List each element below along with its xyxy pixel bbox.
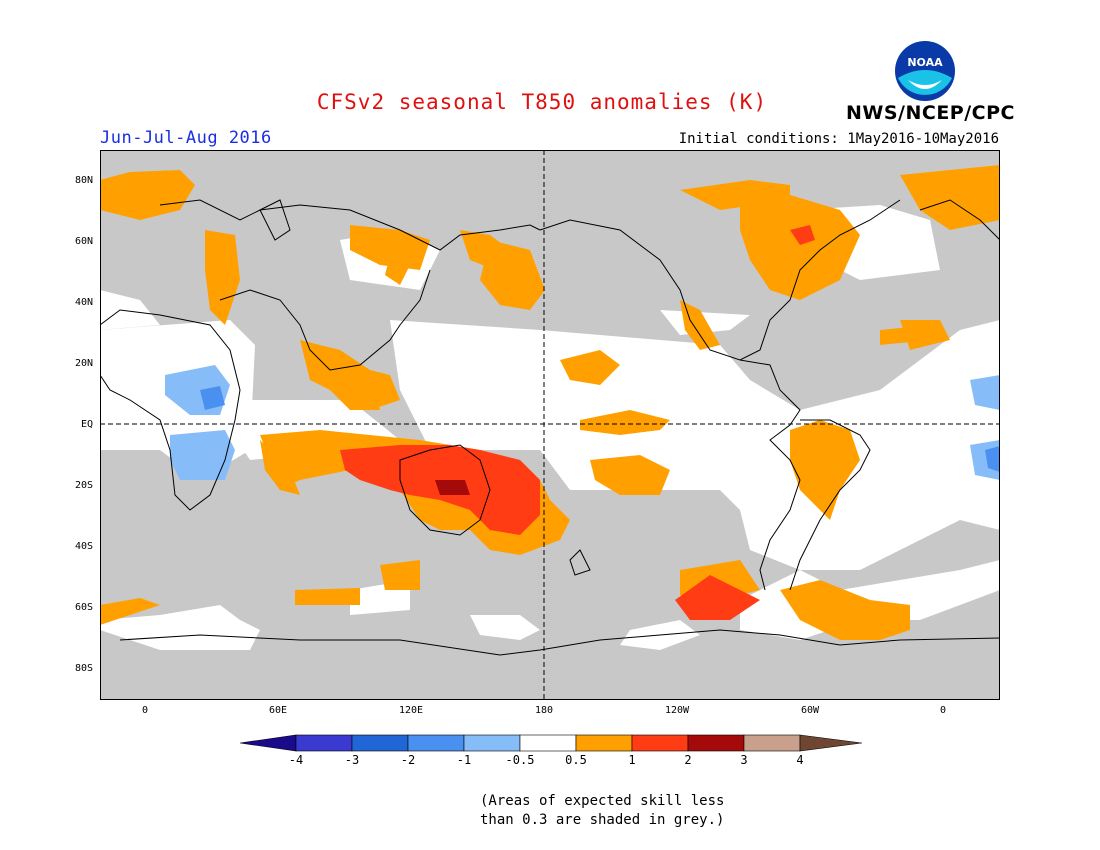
- lon-label: 0: [939, 705, 947, 716]
- lat-label: 20S: [74, 480, 93, 491]
- colorbar-label: 0.5: [565, 753, 587, 767]
- skill-note: (Areas of expected skill less than 0.3 a…: [480, 792, 724, 830]
- colorbar-cell: [407, 734, 465, 752]
- lon-label: 120E: [398, 705, 424, 716]
- colorbar-cell: [687, 734, 745, 752]
- negative-anomaly-strong: [200, 386, 1000, 472]
- lat-label: 80S: [74, 663, 93, 674]
- colorbar-cell: [240, 734, 297, 752]
- colorbar-label: -2: [400, 753, 416, 767]
- colorbar-label: -3: [344, 753, 360, 767]
- colorbar-label: -1: [456, 753, 472, 767]
- logo-text: NOAA: [907, 56, 943, 69]
- season-label: Jun-Jul-Aug 2016: [100, 128, 272, 148]
- lon-label: 180: [534, 705, 554, 716]
- coastlines: [100, 199, 1000, 656]
- lon-label: 60E: [268, 705, 288, 716]
- colorbar-cell: [351, 734, 409, 752]
- chart-title: CFSv2 seasonal T850 anomalies (K): [316, 90, 768, 114]
- colorbar-label: -4: [288, 753, 304, 767]
- colorbar-cell: [631, 734, 689, 752]
- colorbar-cell: [575, 734, 633, 752]
- lon-label: 120W: [664, 705, 690, 716]
- colorbar-label: 4: [796, 753, 804, 767]
- agency-label: NWS/NCEP/CPC: [846, 102, 1015, 124]
- colorbar-label: -0.5: [505, 753, 535, 767]
- positive-anomaly-2-3: [435, 480, 470, 495]
- colorbar-label: 2: [684, 753, 692, 767]
- anomaly-map: [100, 150, 1000, 700]
- lon-label: 0: [141, 705, 149, 716]
- map-frame: [100, 150, 1000, 700]
- lat-label: 20N: [74, 358, 93, 369]
- colorbar-cell: [295, 734, 353, 752]
- initial-conditions-label: Initial conditions: 1May2016-10May2016: [678, 131, 999, 147]
- colorbar-cell: [743, 734, 801, 752]
- lon-label: 60W: [800, 705, 820, 716]
- colorbar: [240, 734, 862, 752]
- colorbar-cell: [519, 734, 577, 752]
- negative-anomaly: [165, 365, 1000, 480]
- colorbar-cell: [799, 734, 862, 752]
- noaa-logo: NOAA: [895, 41, 955, 101]
- colorbar-label: 3: [740, 753, 748, 767]
- skill-note-line: than 0.3 are shaded in grey.): [480, 812, 725, 828]
- lat-label: 80N: [74, 175, 93, 186]
- lat-label: 40S: [74, 541, 93, 552]
- colorbar-label: 1: [628, 753, 636, 767]
- lat-label: 40N: [74, 297, 93, 308]
- skill-note-line: (Areas of expected skill less: [480, 793, 725, 809]
- lat-label: 60N: [74, 236, 93, 247]
- colorbar-cell: [463, 734, 521, 752]
- lat-label: 60S: [74, 602, 93, 613]
- lat-label: EQ: [80, 419, 93, 430]
